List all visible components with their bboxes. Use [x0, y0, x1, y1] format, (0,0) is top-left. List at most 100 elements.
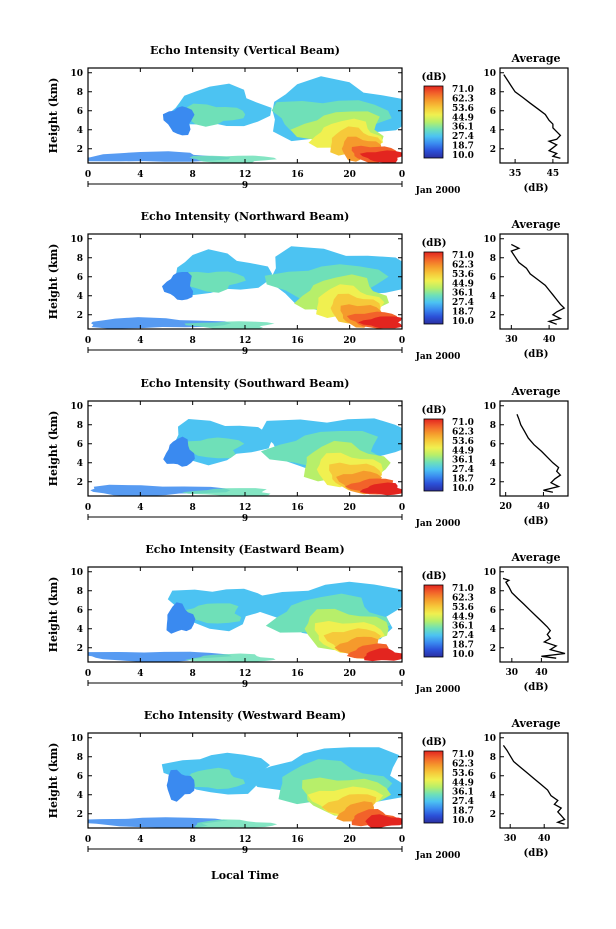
day-marker-label: 9 — [242, 680, 248, 690]
echo-field — [88, 747, 402, 828]
y-tick-label: 4 — [77, 126, 83, 136]
echo-field — [88, 581, 402, 662]
day-marker-label: 9 — [242, 514, 248, 524]
echo-field — [88, 76, 402, 163]
y-tick-label: 10 — [70, 568, 83, 578]
y-tick-label: 6 — [77, 107, 83, 117]
avg-y-tick-label: 4 — [490, 791, 496, 801]
avg-y-tick-label: 8 — [490, 587, 496, 597]
y-tick-label: 2 — [77, 644, 83, 654]
x-tick-label: 16 — [291, 170, 304, 180]
average-profile-line — [503, 74, 562, 159]
y-tick-label: 10 — [70, 734, 83, 744]
date-label: Jan 2000 — [415, 186, 461, 196]
y-tick-label: 2 — [77, 145, 83, 155]
avg-y-tick-label: 2 — [490, 644, 496, 654]
y-tick-label: 8 — [77, 88, 83, 98]
colorbar-unit: (dB) — [422, 72, 447, 83]
colorbar-tick-label: 71.0 — [452, 85, 474, 95]
avg-y-tick-label: 10 — [483, 734, 496, 744]
avg-y-tick-label: 10 — [483, 235, 496, 245]
colorbar-tick-label: 53.6 — [452, 603, 474, 613]
day-marker-label: 9 — [242, 846, 248, 856]
x-tick-label: 0 — [399, 503, 405, 513]
x-tick-label: 20 — [343, 336, 356, 346]
colorbar-tick-label: 27.4 — [452, 631, 474, 641]
echo-region — [358, 316, 402, 329]
x-tick-label: 16 — [291, 503, 304, 513]
average-title: Average — [510, 551, 560, 564]
y-tick-label: 6 — [77, 772, 83, 782]
colorbar-tick-label: 71.0 — [452, 251, 474, 261]
colorbar-tick-label: 36.1 — [452, 456, 474, 466]
colorbar-tick-label: 18.7 — [452, 142, 474, 152]
colorbar-tick-label: 71.0 — [452, 418, 474, 428]
colorbar-tick-label: 53.6 — [452, 104, 474, 114]
echo-region — [365, 814, 402, 828]
y-axis-label: Height (km) — [47, 78, 60, 154]
colorbar-tick-label: 10.0 — [452, 650, 474, 660]
x-tick-label: 0 — [85, 669, 91, 679]
colorbar-tick-label: 44.9 — [452, 612, 474, 622]
x-tick-label: 16 — [291, 835, 304, 845]
avg-x-tick-label: 45 — [547, 169, 560, 179]
echo-region — [162, 272, 194, 301]
echo-region — [166, 769, 195, 802]
x-tick-label: 8 — [190, 336, 196, 346]
avg-y-tick-label: 4 — [490, 459, 496, 469]
x-tick-label: 0 — [399, 835, 405, 845]
average-unit: (dB) — [524, 183, 549, 194]
date-label: Jan 2000 — [415, 685, 461, 695]
avg-y-tick-label: 8 — [490, 88, 496, 98]
panel-4: Echo Intensity (Eastward Beam) 10 8 6 4 2 Heig… — [47, 543, 569, 695]
avg-y-tick-label: 6 — [490, 107, 496, 117]
x-tick-label: 4 — [137, 669, 143, 679]
y-tick-label: 6 — [77, 273, 83, 283]
average-title: Average — [510, 52, 560, 65]
avg-x-tick-label: 40 — [535, 668, 548, 678]
average-unit: (dB) — [524, 682, 549, 693]
avg-x-tick-label: 35 — [509, 169, 522, 179]
y-tick-label: 8 — [77, 421, 83, 431]
colorbar — [423, 85, 444, 159]
colorbar-tick-label: 18.7 — [452, 807, 474, 817]
y-tick-label: 6 — [77, 606, 83, 616]
avg-y-tick-label: 2 — [490, 311, 496, 321]
y-tick-label: 8 — [77, 753, 83, 763]
x-tick-label: 8 — [190, 503, 196, 513]
panel-2: Echo Intensity (Northward Beam) 10 8 6 4 2 Hei… — [47, 210, 569, 362]
y-axis-label: Height (km) — [47, 577, 60, 653]
y-tick-label: 10 — [70, 69, 83, 79]
echo-field — [90, 418, 402, 496]
x-tick-label: 12 — [239, 669, 252, 679]
colorbar-tick-label: 44.9 — [452, 279, 474, 289]
average-unit: (dB) — [524, 349, 549, 360]
colorbar-tick-label: 62.3 — [452, 94, 474, 104]
avg-y-tick-label: 2 — [490, 145, 496, 155]
colorbar — [423, 750, 444, 824]
x-tick-label: 8 — [190, 669, 196, 679]
average-unit: (dB) — [524, 848, 549, 859]
echo-region — [166, 602, 196, 634]
avg-y-tick-label: 8 — [490, 421, 496, 431]
x-tick-label: 8 — [190, 170, 196, 180]
x-tick-label: 4 — [137, 336, 143, 346]
x-tick-label: 12 — [239, 170, 252, 180]
x-tick-label: 20 — [343, 170, 356, 180]
echo-region — [88, 151, 231, 162]
colorbar-tick-label: 27.4 — [452, 132, 474, 142]
average-unit: (dB) — [524, 516, 549, 527]
colorbar-tick-label: 10.0 — [452, 151, 474, 161]
panel-5: Echo Intensity (Westward Beam) 10 8 6 4 2 Heig… — [47, 709, 569, 861]
average-frame — [499, 732, 569, 829]
y-tick-label: 10 — [70, 402, 83, 412]
colorbar-tick-label: 27.4 — [452, 298, 474, 308]
x-tick-label: 0 — [85, 503, 91, 513]
y-tick-label: 4 — [77, 459, 83, 469]
colorbar-tick-label: 27.4 — [452, 797, 474, 807]
x-tick-label: 0 — [85, 835, 91, 845]
y-axis-label: Height (km) — [47, 743, 60, 819]
echo-region — [359, 150, 402, 163]
x-tick-label: 8 — [190, 835, 196, 845]
echo-region — [180, 271, 246, 293]
